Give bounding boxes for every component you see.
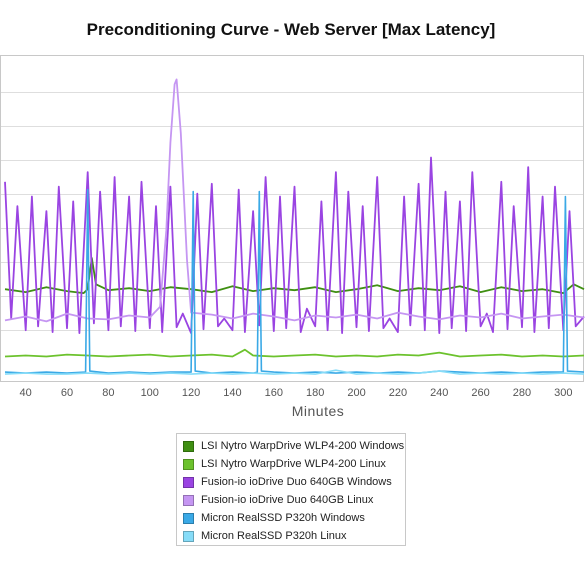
x-tick-label: 260 [471, 387, 489, 399]
legend-item: Micron RealSSD P320h Windows [183, 509, 405, 527]
x-tick-label: 40 [20, 387, 32, 399]
series-line [4, 348, 585, 358]
legend-label: Fusion-io ioDrive Duo 640GB Linux [201, 494, 374, 506]
legend-swatch [183, 512, 194, 524]
legend-item: LSI Nytro WarpDrive WLP4-200 Linux [183, 455, 405, 473]
x-tick-label: 200 [347, 387, 365, 399]
x-tick-label: 100 [141, 387, 159, 399]
x-tick-label: 60 [61, 387, 73, 399]
legend: LSI Nytro WarpDrive WLP4-200 Windows LSI … [176, 433, 406, 546]
x-axis-title: Minutes [292, 403, 345, 419]
x-tick-label: 220 [389, 387, 407, 399]
x-tick-label: 80 [102, 387, 114, 399]
x-tick-label: 240 [430, 387, 448, 399]
legend-label: Fusion-io ioDrive Duo 640GB Windows [201, 476, 392, 488]
x-tick-label: 140 [223, 387, 241, 399]
legend-item: Fusion-io ioDrive Duo 640GB Windows [183, 473, 405, 491]
series-lines [4, 78, 585, 375]
x-tick-label: 180 [306, 387, 324, 399]
series-line [4, 188, 585, 374]
x-tick-label: 120 [182, 387, 200, 399]
legend-swatch [183, 458, 194, 470]
legend-label: LSI Nytro WarpDrive WLP4-200 Windows [201, 440, 405, 452]
legend-item: Fusion-io ioDrive Duo 640GB Linux [183, 491, 405, 509]
legend-swatch [183, 476, 194, 488]
x-tick-label: 280 [513, 387, 531, 399]
x-axis-ticks: 40 60 80 100 120 140 160 180 200 220 240 260 280 300 [20, 387, 573, 399]
series-line [4, 156, 585, 335]
legend-item: Micron RealSSD P320h Linux [183, 527, 405, 545]
legend-label: LSI Nytro WarpDrive WLP4-200 Linux [201, 458, 386, 470]
legend-item: LSI Nytro WarpDrive WLP4-200 Windows [183, 437, 405, 455]
chart-title: Preconditioning Curve - Web Server [Max … [87, 20, 496, 39]
legend-swatch [183, 494, 194, 506]
plot-area [0, 55, 584, 382]
legend-label: Micron RealSSD P320h Windows [201, 512, 365, 524]
legend-swatch [183, 440, 194, 452]
legend-label: Micron RealSSD P320h Linux [201, 530, 347, 542]
x-tick-label: 160 [265, 387, 283, 399]
legend-swatch [183, 530, 194, 542]
series-line [4, 369, 585, 375]
series-line [4, 78, 585, 323]
x-tick-label: 300 [554, 387, 572, 399]
